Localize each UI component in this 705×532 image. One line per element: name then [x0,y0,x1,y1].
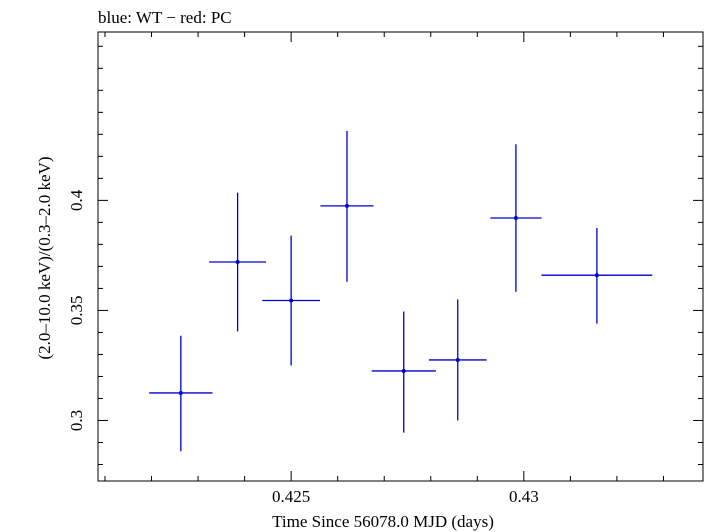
data-marker [289,298,294,303]
y-tick-label: 0.4 [67,189,86,211]
data-point [209,192,267,332]
x-tick-labels: 0.425 0.43 [272,487,539,506]
y-tick-label: 0.35 [67,296,86,326]
x-axis-label: Time Since 56078.0 MJD (days) [272,512,494,531]
x-tick-label: 0.425 [272,487,310,506]
data-marker [594,273,599,278]
data-point [371,311,436,433]
y-tick-label: 0.3 [67,410,86,431]
y-tick-labels: 0.3 0.35 0.4 [67,189,86,431]
data-marker [235,260,240,265]
data-point [320,131,374,282]
data-marker [513,215,518,220]
data-point [149,335,213,452]
plot-frame [97,31,704,482]
data-marker [178,390,183,395]
y-axis-label: (2.0–10.0 keV)/(0.3–2.0 keV) [35,156,54,359]
data-marker [455,357,460,362]
x-tick-label: 0.43 [509,487,539,506]
data-marker [344,203,349,208]
data-point [490,144,542,292]
data-marker [401,368,406,373]
data-points [149,131,653,452]
data-point [262,235,320,366]
data-point [541,227,653,324]
data-point [428,299,487,421]
axis-ticks [98,32,703,481]
chart-title: blue: WT − red: PC [98,8,232,27]
